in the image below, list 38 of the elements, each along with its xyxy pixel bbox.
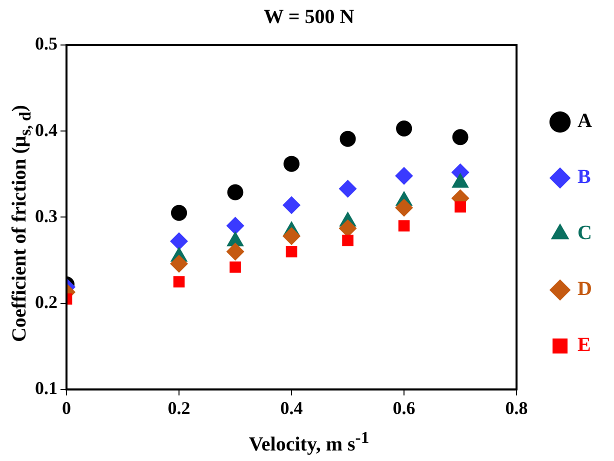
point — [230, 261, 241, 273]
y-tick-label: 0.5 — [35, 34, 58, 54]
legend-label: A — [578, 110, 593, 132]
point — [454, 201, 466, 213]
point — [226, 242, 244, 261]
y-tick-label: 0.1 — [35, 378, 58, 398]
point — [171, 204, 188, 221]
legend-label: B — [578, 166, 591, 188]
point — [282, 227, 301, 246]
legend-label: C — [578, 222, 592, 244]
point — [452, 129, 468, 146]
point — [227, 184, 244, 200]
point — [398, 220, 410, 232]
legend-label: D — [578, 278, 592, 300]
point — [170, 254, 188, 273]
point — [342, 234, 354, 246]
chart-title: W = 500 N — [262, 6, 356, 29]
legend-label: E — [578, 334, 591, 356]
point — [226, 216, 244, 235]
point — [338, 180, 357, 198]
point — [282, 196, 301, 214]
x-tick-label: 0.4 — [280, 398, 303, 418]
point — [395, 166, 414, 185]
point — [173, 276, 185, 288]
point — [286, 246, 298, 258]
x-tick-label: 0 — [62, 398, 71, 418]
point — [170, 232, 188, 250]
point — [396, 120, 412, 137]
y-tick-label: 0.2 — [35, 292, 58, 312]
point — [395, 198, 414, 217]
y-tick-label: 0.4 — [35, 120, 58, 140]
x-tick-label: 0.2 — [168, 398, 190, 418]
x-tick-label: 0.8 — [505, 398, 528, 418]
point — [284, 156, 300, 172]
x-tick-label: 0.6 — [392, 398, 416, 418]
x-axis-title: Velocity, m s$^{-1}$ — [248, 428, 370, 457]
y-tick-label: 0.3 — [35, 206, 58, 226]
point — [340, 130, 356, 147]
